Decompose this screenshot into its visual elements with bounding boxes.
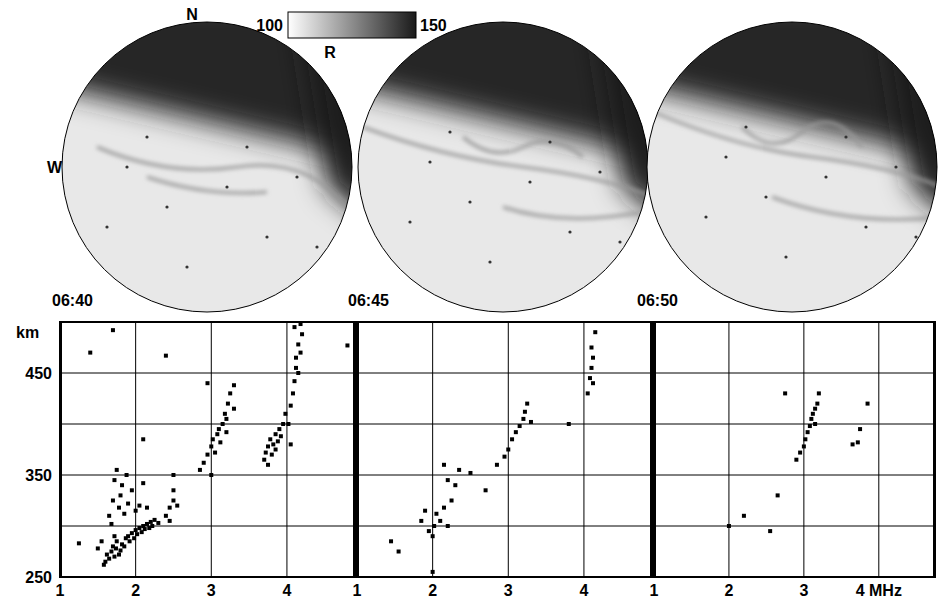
svg-text:W: W bbox=[47, 159, 63, 176]
svg-text:3: 3 bbox=[504, 582, 513, 599]
svg-text:250: 250 bbox=[25, 569, 52, 586]
svg-text:N: N bbox=[186, 6, 198, 23]
svg-text:4: 4 bbox=[282, 582, 291, 599]
svg-text:R: R bbox=[324, 44, 336, 61]
svg-text:3: 3 bbox=[799, 582, 808, 599]
svg-text:3: 3 bbox=[207, 582, 216, 599]
svg-text:450: 450 bbox=[25, 365, 52, 382]
svg-text:4 MHz: 4 MHz bbox=[856, 582, 902, 599]
svg-text:06:50: 06:50 bbox=[637, 292, 678, 309]
svg-text:1: 1 bbox=[56, 582, 65, 599]
svg-text:2: 2 bbox=[428, 582, 437, 599]
svg-text:1: 1 bbox=[650, 582, 659, 599]
svg-text:2: 2 bbox=[724, 582, 733, 599]
svg-text:06:45: 06:45 bbox=[348, 292, 389, 309]
svg-text:1: 1 bbox=[353, 582, 362, 599]
html-text:km: km bbox=[16, 324, 40, 341]
svg-text:2: 2 bbox=[131, 582, 140, 599]
svg-text:06:40: 06:40 bbox=[52, 292, 93, 309]
svg-text:100: 100 bbox=[256, 17, 283, 34]
svg-text:150: 150 bbox=[420, 17, 447, 34]
svg-text:350: 350 bbox=[25, 467, 52, 484]
svg-text:4: 4 bbox=[579, 582, 588, 599]
